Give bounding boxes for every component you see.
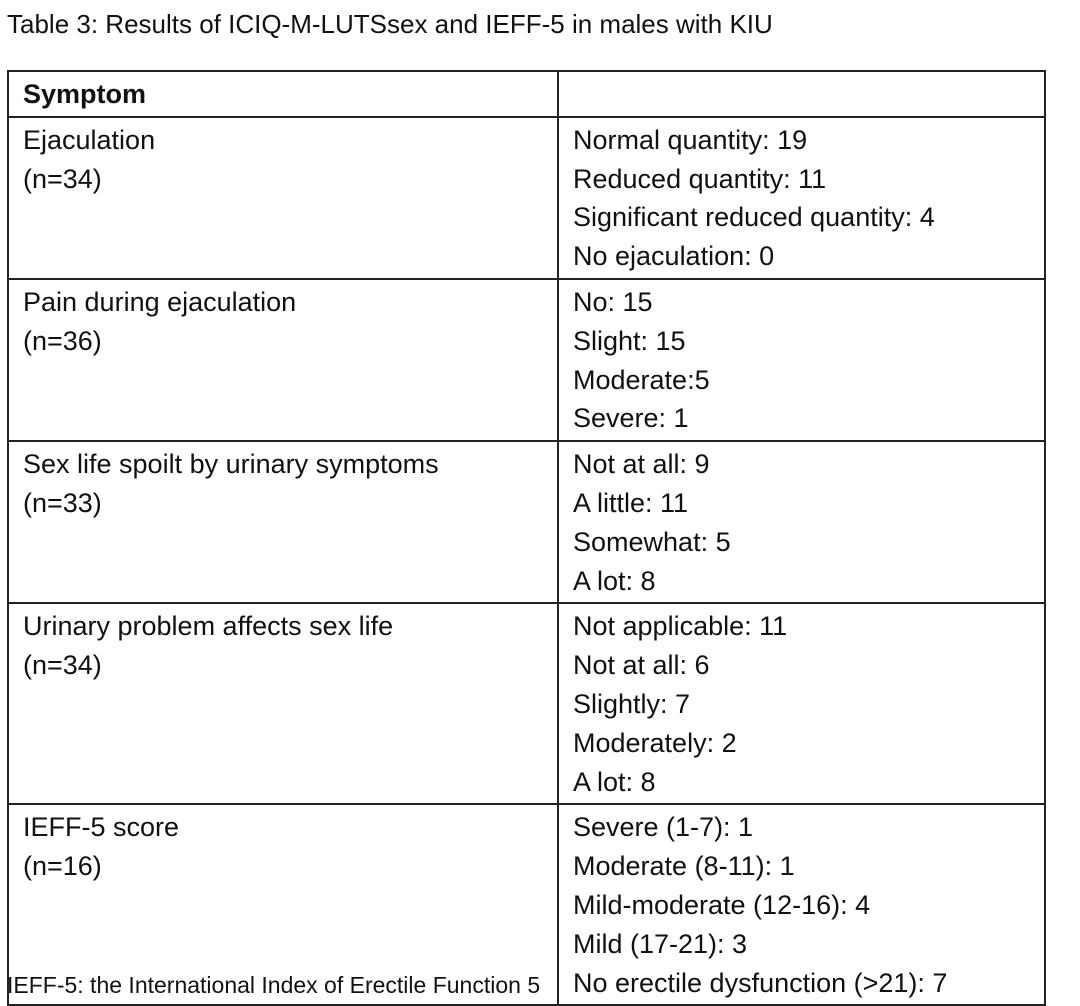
header-results: [557, 70, 1046, 118]
result-item: Mild-moderate (12-16): 4: [573, 889, 871, 920]
table-footnote: IEFF-5: the International Index of Erect…: [7, 972, 541, 998]
result-item: Moderate:5: [573, 364, 710, 395]
symptom-cell: IEFF-5 score (n=16): [7, 803, 559, 1006]
results-cell: Severe (1-7): 1 Moderate (8-11): 1 Mild-…: [557, 803, 1046, 1006]
table-row: Sex life spoilt by urinary symptoms (n=3…: [7, 440, 1046, 605]
result-item: Normal quantity: 19: [573, 124, 808, 155]
result-item: Slight: 15: [573, 325, 686, 356]
table-row: Urinary problem affects sex life (n=34) …: [7, 602, 1046, 806]
results-table: Symptom Ejaculation (n=34) Normal quanti…: [7, 70, 1046, 1006]
results-cell: Not applicable: 11 Not at all: 6 Slightl…: [557, 602, 1046, 806]
result-item: Severe (1-7): 1: [573, 812, 754, 843]
result-item: Somewhat: 5: [573, 526, 731, 557]
table-header-row: Symptom: [7, 70, 1046, 118]
result-item: Mild (17-21): 3: [573, 928, 748, 959]
symptom-cell: Ejaculation (n=34): [7, 115, 559, 280]
result-item: Severe: 1: [573, 403, 689, 434]
symptom-label: Urinary problem affects sex life: [23, 611, 394, 642]
symptom-label: IEFF-5 score: [23, 812, 180, 843]
result-item: Reduced quantity: 11: [573, 163, 827, 194]
result-item: Moderate (8-11): 1: [573, 851, 795, 882]
sample-size: (n=36): [23, 325, 102, 356]
symptom-label: Sex life spoilt by urinary symptoms: [23, 449, 439, 480]
result-item: Not at all: 9: [573, 449, 710, 480]
results-cell: Not at all: 9 A little: 11 Somewhat: 5 A…: [557, 440, 1046, 605]
result-item: Significant reduced quantity: 4: [573, 202, 935, 233]
symptom-cell: Urinary problem affects sex life (n=34): [7, 602, 559, 806]
result-item: No erectile dysfunction (>21): 7: [573, 967, 948, 998]
table-caption: Table 3: Results of ICIQ-M-LUTSsex and I…: [7, 9, 773, 39]
symptom-cell: Pain during ejaculation (n=36): [7, 277, 559, 443]
result-item: A lot: 8: [573, 565, 656, 596]
sample-size: (n=34): [23, 163, 102, 194]
sample-size: (n=33): [23, 487, 102, 518]
result-item: Not at all: 6: [573, 650, 710, 681]
sample-size: (n=34): [23, 650, 102, 681]
sample-size: (n=16): [23, 851, 102, 882]
result-item: A little: 11: [573, 487, 689, 518]
result-item: No: 15: [573, 286, 653, 317]
result-item: No ejaculation: 0: [573, 241, 775, 272]
symptom-label: Pain during ejaculation: [23, 286, 297, 317]
table-row: IEFF-5 score (n=16) Severe (1-7): 1 Mode…: [7, 803, 1046, 1006]
header-symptom: Symptom: [7, 70, 559, 118]
table-row: Ejaculation (n=34) Normal quantity: 19 R…: [7, 115, 1046, 280]
results-cell: No: 15 Slight: 15 Moderate:5 Severe: 1: [557, 277, 1046, 443]
symptom-cell: Sex life spoilt by urinary symptoms (n=3…: [7, 440, 559, 605]
result-item: Not applicable: 11: [573, 611, 788, 642]
result-item: A lot: 8: [573, 766, 656, 797]
table-row: Pain during ejaculation (n=36) No: 15 Sl…: [7, 277, 1046, 443]
result-item: Moderately: 2: [573, 727, 737, 758]
results-cell: Normal quantity: 19 Reduced quantity: 11…: [557, 115, 1046, 280]
result-item: Slightly: 7: [573, 688, 691, 719]
symptom-label: Ejaculation: [23, 124, 156, 155]
